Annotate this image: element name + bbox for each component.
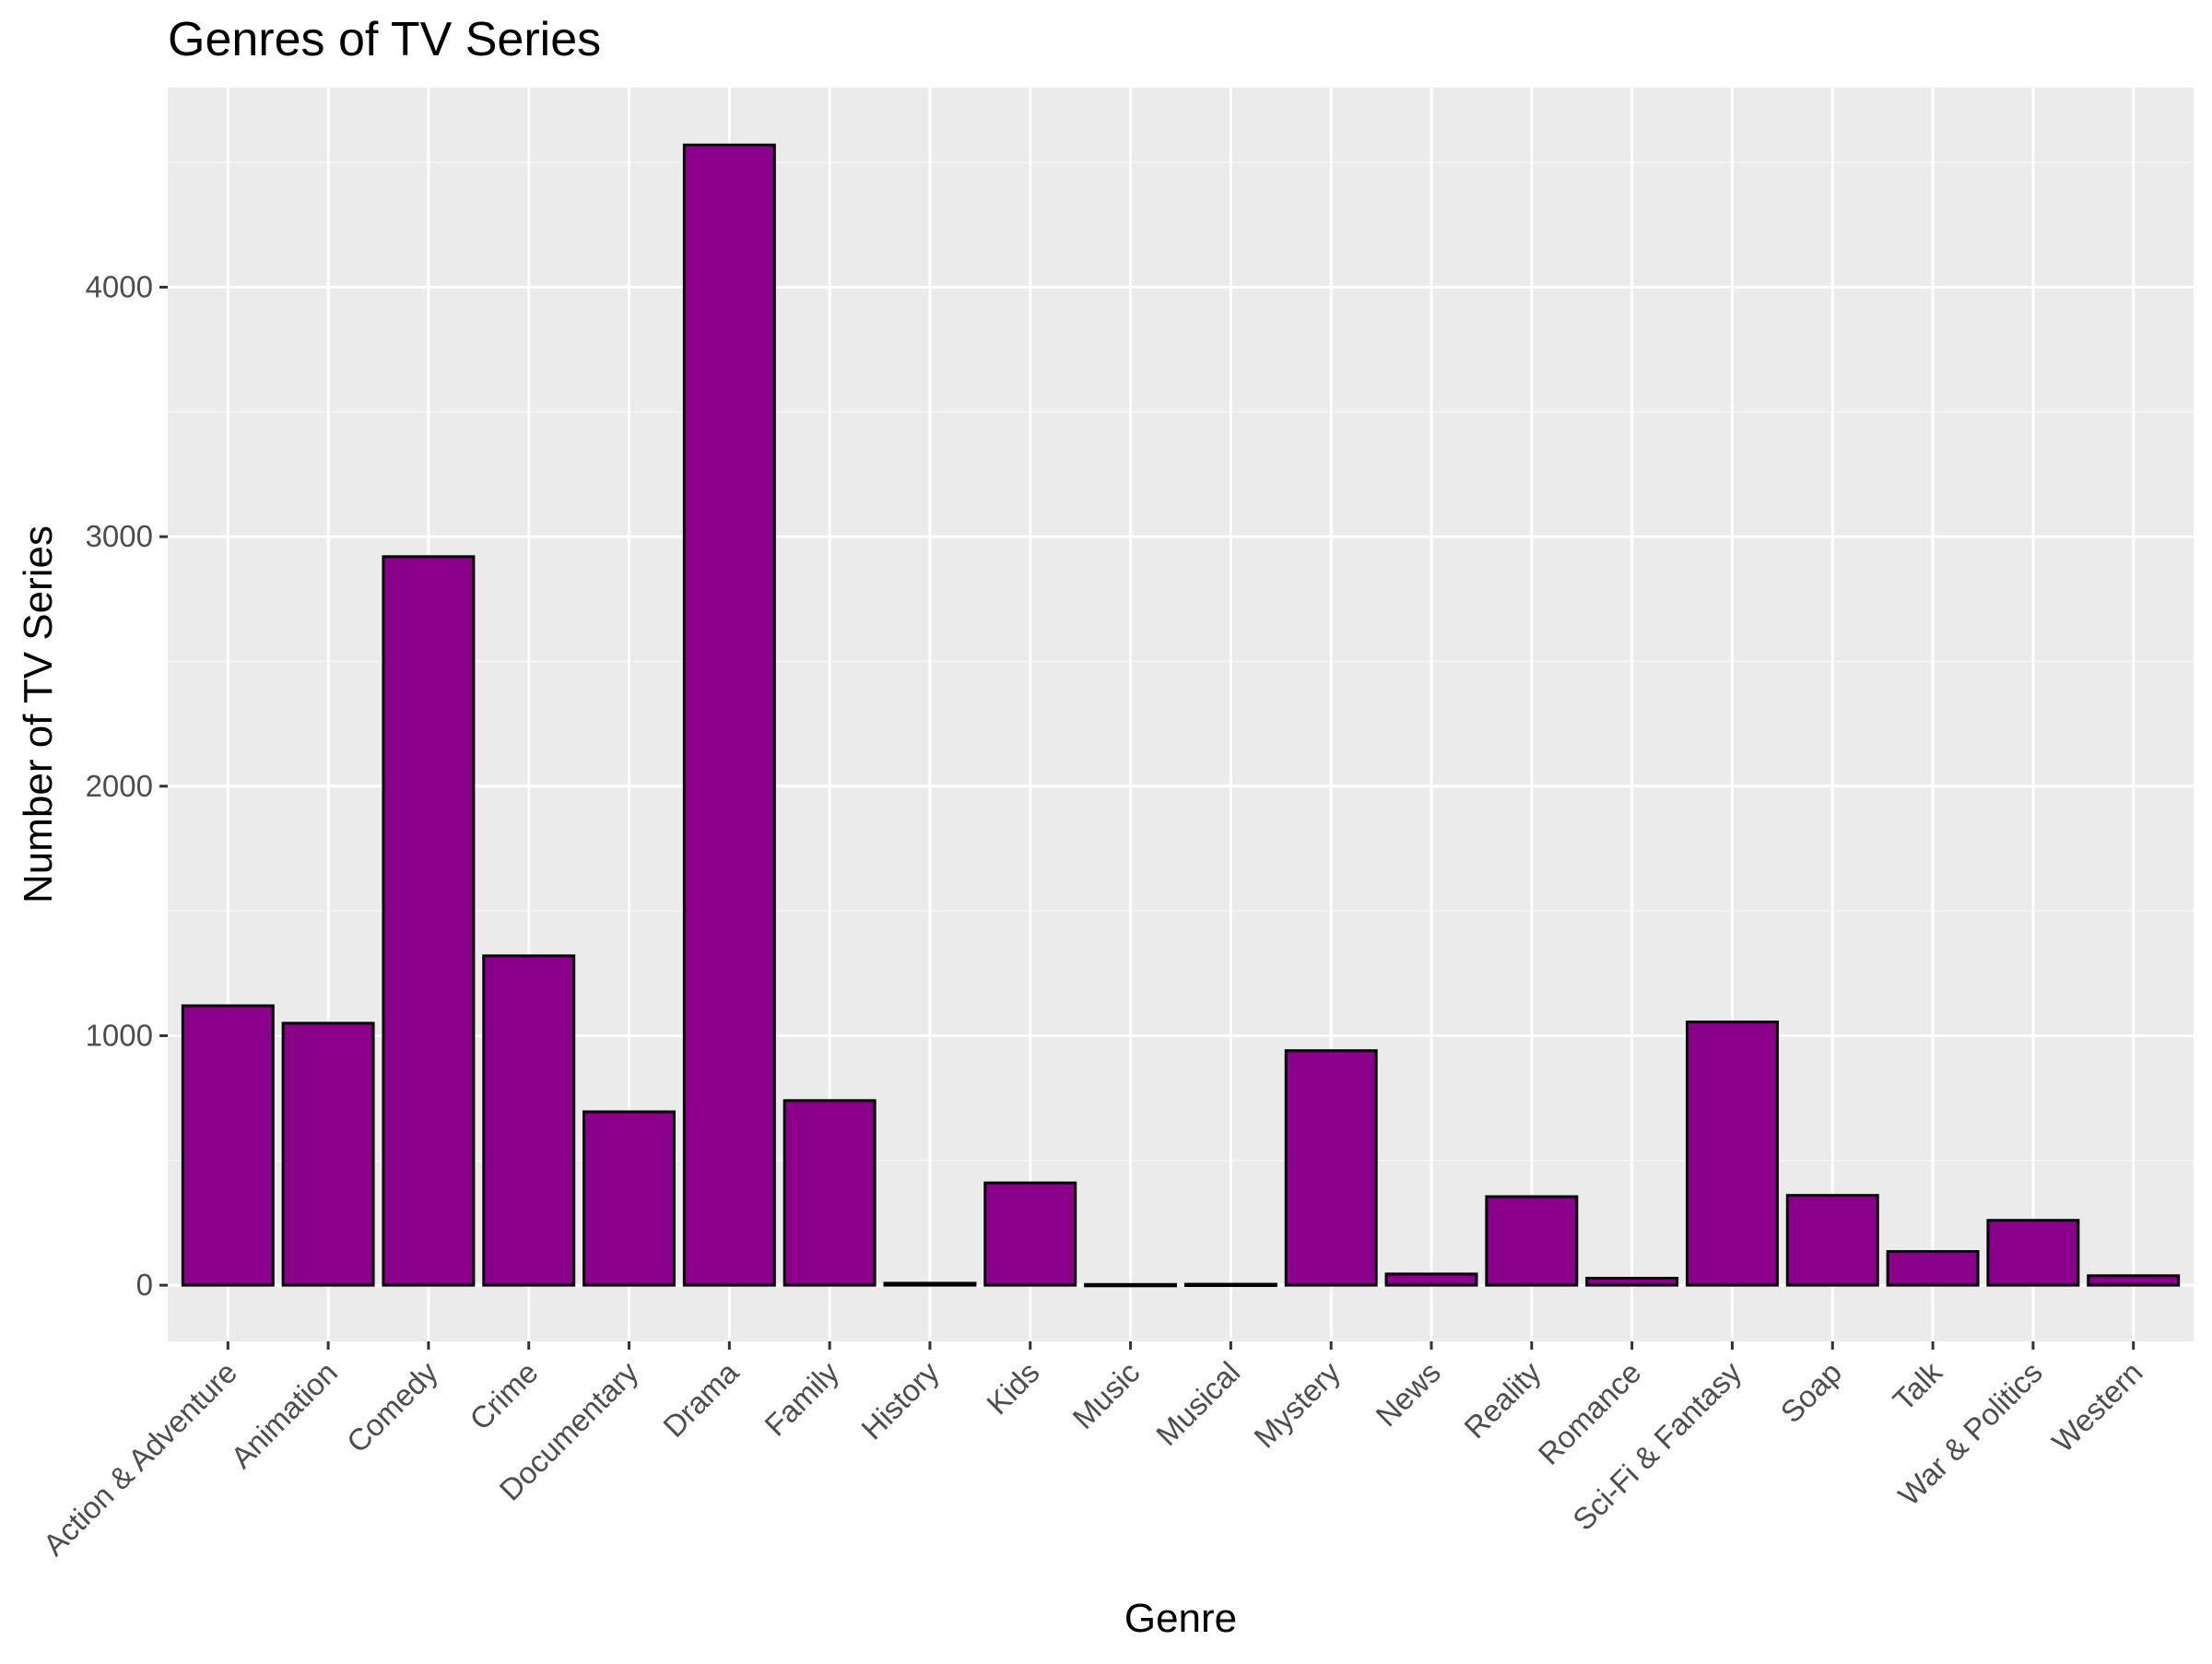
bar-talk bbox=[1886, 1250, 1980, 1287]
y-axis-title: Number of TV Series bbox=[16, 525, 61, 903]
bar-crime bbox=[482, 954, 576, 1287]
bar-action-adventure bbox=[181, 1004, 275, 1287]
bar-reality bbox=[1485, 1195, 1579, 1287]
y-tick-label: 2000 bbox=[86, 769, 153, 803]
y-axis: 0 1000 2000 3000 4000 bbox=[86, 270, 168, 1302]
bar-kids bbox=[983, 1181, 1077, 1287]
bar-soap bbox=[1785, 1194, 1879, 1287]
bar-western bbox=[2087, 1274, 2181, 1287]
bar-series bbox=[181, 143, 2181, 1288]
bar-family bbox=[782, 1099, 877, 1287]
bar-musical bbox=[1183, 1282, 1277, 1288]
bar-news bbox=[1384, 1272, 1478, 1287]
bar-documentary bbox=[582, 1110, 677, 1287]
bar-war-politics bbox=[1986, 1219, 2080, 1287]
bar-comedy bbox=[382, 555, 476, 1287]
chart-title: Genres of TV Series bbox=[168, 13, 601, 66]
bar-drama bbox=[682, 143, 776, 1287]
y-tick-label: 3000 bbox=[86, 519, 153, 553]
bar-music bbox=[1084, 1282, 1178, 1288]
y-tick-label: 1000 bbox=[86, 1018, 153, 1052]
bar-mystery bbox=[1284, 1049, 1378, 1287]
bar-sci-fi-fantasy bbox=[1686, 1021, 1779, 1287]
x-axis-title: Genre bbox=[1124, 1596, 1237, 1641]
bar-animation bbox=[281, 1021, 375, 1287]
y-tick-label: 0 bbox=[136, 1268, 153, 1302]
bar-romance bbox=[1585, 1277, 1679, 1287]
y-tick-label: 4000 bbox=[86, 270, 153, 304]
bar-history bbox=[883, 1281, 977, 1287]
